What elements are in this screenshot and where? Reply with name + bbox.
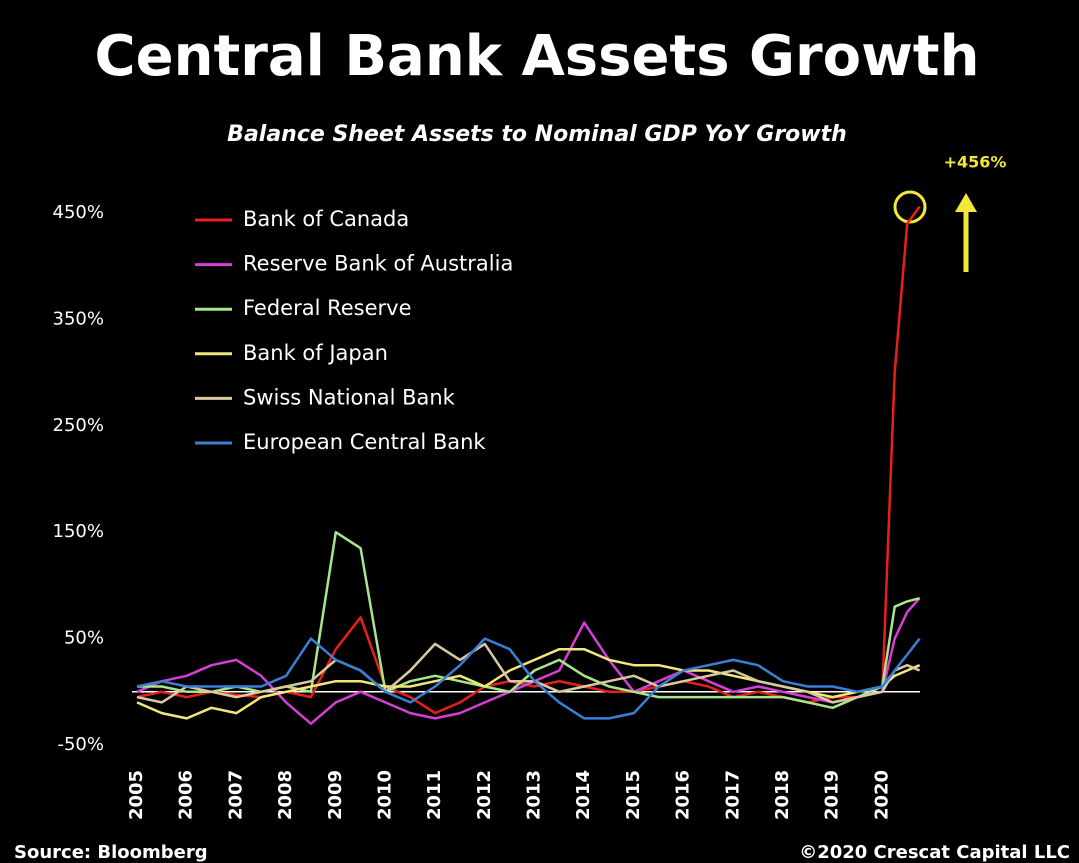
y-tick-label: 250% bbox=[53, 415, 104, 436]
series-line bbox=[136, 647, 921, 720]
arrow-head bbox=[955, 193, 977, 212]
x-tick-label: 2011 bbox=[424, 770, 445, 820]
series-line bbox=[136, 637, 921, 720]
x-tick-label: 2006 bbox=[176, 770, 197, 820]
x-tick-label: 2016 bbox=[673, 770, 694, 820]
x-tick-label: 2017 bbox=[722, 770, 743, 820]
x-tick-label: 2015 bbox=[623, 770, 644, 820]
x-tick-label: 2013 bbox=[524, 770, 545, 820]
highlight-circle bbox=[893, 190, 927, 224]
series-line bbox=[136, 642, 921, 704]
y-tick-label: -50% bbox=[57, 734, 104, 755]
legend-label: Federal Reserve bbox=[243, 296, 412, 320]
x-tick-label: 2012 bbox=[474, 770, 495, 820]
x-tick-label: 2019 bbox=[822, 770, 843, 820]
legend-label: Swiss National Bank bbox=[243, 385, 456, 409]
y-tick-label: 50% bbox=[64, 628, 104, 649]
y-tick-label: 150% bbox=[53, 521, 104, 542]
x-tick-label: 2020 bbox=[871, 770, 892, 820]
x-tick-label: 2005 bbox=[126, 770, 147, 820]
source: Source: Bloomberg bbox=[14, 842, 208, 863]
annotation: +456% bbox=[944, 153, 1007, 172]
legend-label: Bank of Japan bbox=[243, 341, 388, 365]
x-tick-label: 2018 bbox=[772, 770, 793, 820]
legend-label: Reserve Bank of Australia bbox=[243, 252, 513, 276]
y-tick-label: 450% bbox=[53, 202, 104, 223]
x-tick-label: 2010 bbox=[374, 770, 395, 820]
x-tick-label: 2014 bbox=[573, 770, 594, 820]
x-tick-label: 2008 bbox=[275, 770, 296, 820]
chart-subtitle: Balance Sheet Assets to Nominal GDP YoY … bbox=[227, 122, 847, 147]
legend-label: European Central Bank bbox=[243, 430, 486, 454]
x-tick-label: 2007 bbox=[225, 770, 246, 820]
credit: ©2020 Crescat Capital LLC bbox=[799, 842, 1070, 863]
y-tick-label: 350% bbox=[53, 308, 104, 329]
x-tick-label: 2009 bbox=[325, 770, 346, 820]
legend-label: Bank of Canada bbox=[243, 207, 409, 231]
chart-title: Central Bank Assets Growth bbox=[95, 24, 980, 89]
